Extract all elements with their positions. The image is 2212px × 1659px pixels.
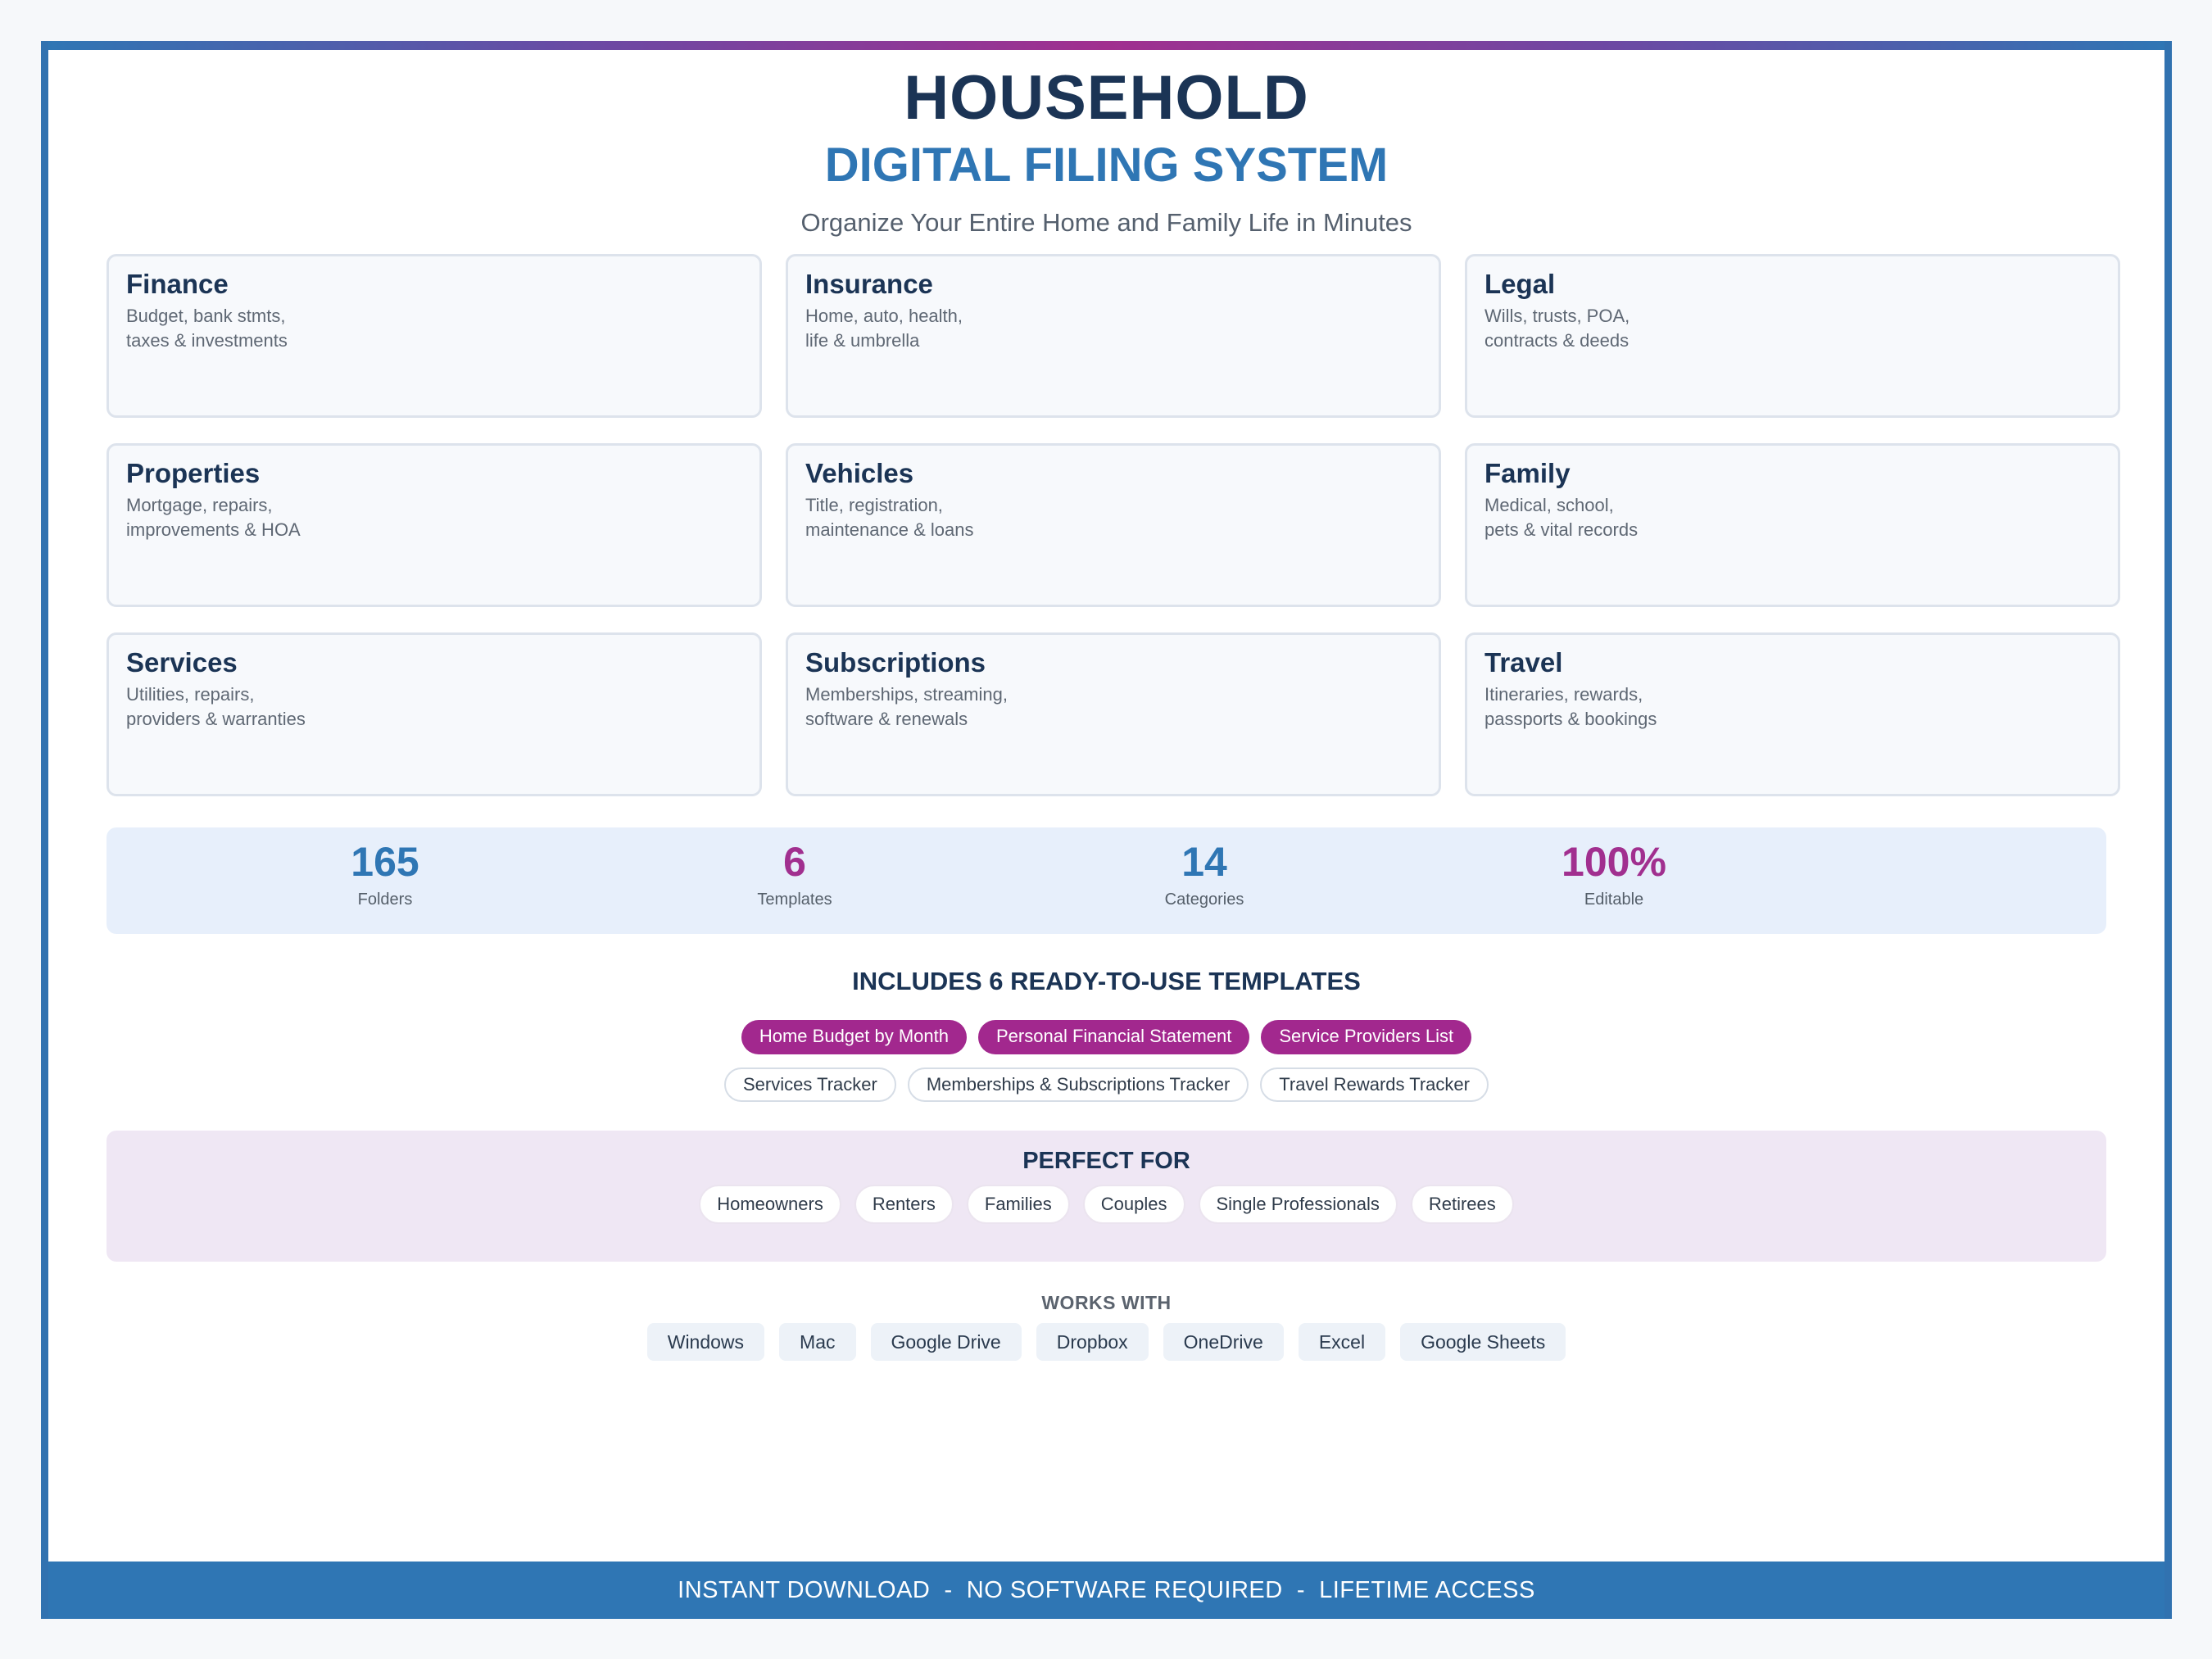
stat-value: 14 <box>1181 839 1227 885</box>
stat-editable: 100% Editable <box>1491 837 1737 911</box>
audience-pill: Renters <box>854 1185 954 1224</box>
audience-row: Homeowners Renters Families Couples Sing… <box>107 1185 2106 1224</box>
perfect-for-heading: PERFECT FOR <box>1022 1148 1190 1174</box>
stat-folders: 165 Folders <box>262 837 508 911</box>
template-pill: Service Providers List <box>1261 1020 1472 1054</box>
audience-pill: Single Professionals <box>1198 1185 1398 1224</box>
works-with-heading: WORKS WITH <box>1041 1292 1172 1313</box>
footer-banner: INSTANT DOWNLOAD - NO SOFTWARE REQUIRED … <box>48 1562 2164 1619</box>
platform-pill: Excel <box>1298 1323 1386 1361</box>
platform-pill: Mac <box>779 1323 856 1361</box>
stat-categories: 14 Categories <box>1081 837 1327 911</box>
category-description: Utilities, repairs, providers & warranti… <box>126 684 306 729</box>
category-description: Wills, trusts, POA, contracts & deeds <box>1484 306 1630 351</box>
template-pill: Memberships & Subscriptions Tracker <box>907 1067 1249 1102</box>
category-name: Insurance <box>805 269 933 299</box>
platform-pill: OneDrive <box>1163 1323 1284 1361</box>
category-name: Vehicles <box>805 458 914 488</box>
category-description: Itineraries, rewards, passports & bookin… <box>1484 684 1657 729</box>
category-card-finance: Finance Budget, bank stmts, taxes & inve… <box>107 254 762 418</box>
category-description: Budget, bank stmts, taxes & investments <box>126 306 288 351</box>
category-name: Properties <box>126 458 261 488</box>
template-pill: Personal Financial Statement <box>978 1020 1250 1054</box>
stat-label: Folders <box>357 891 413 909</box>
platform-pill: Google Sheets <box>1400 1323 1566 1361</box>
stat-value: 165 <box>351 839 419 885</box>
stat-templates: 6 Templates <box>672 837 918 911</box>
stats-bar: 165 Folders 6 Templates 14 Categories 10… <box>107 827 2106 934</box>
stat-value: 6 <box>783 839 806 885</box>
tagline: Organize Your Entire Home and Family Lif… <box>800 208 1412 237</box>
category-card-insurance: Insurance Home, auto, health, life & umb… <box>786 254 1441 418</box>
template-pill: Travel Rewards Tracker <box>1260 1067 1489 1102</box>
category-description: Home, auto, health, life & umbrella <box>805 306 963 351</box>
audience-pill: Families <box>966 1185 1070 1224</box>
audience-pill: Couples <box>1082 1185 1185 1224</box>
stat-label: Categories <box>1164 891 1244 909</box>
perfect-for-panel: PERFECT FOR Homeowners Renters Families … <box>107 1131 2106 1262</box>
category-description: Medical, school, pets & vital records <box>1484 495 1639 540</box>
template-pill: Home Budget by Month <box>741 1020 967 1054</box>
stat-value: 100% <box>1562 839 1666 885</box>
category-card-subscriptions: Subscriptions Memberships, streaming, so… <box>786 632 1441 796</box>
audience-pill: Retirees <box>1410 1185 1514 1224</box>
platform-pill: Dropbox <box>1036 1323 1149 1361</box>
highlighted-templates-row: Home Budget by Month Personal Financial … <box>48 1020 2164 1054</box>
category-card-vehicles: Vehicles Title, registration, maintenanc… <box>786 443 1441 607</box>
platform-pill: Google Drive <box>870 1323 1022 1361</box>
platform-pill: Windows <box>646 1323 765 1361</box>
category-description: Title, registration, maintenance & loans <box>805 495 974 540</box>
category-name: Finance <box>126 269 229 299</box>
category-description: Mortgage, repairs, improvements & HOA <box>126 495 301 540</box>
stat-label: Editable <box>1584 891 1644 909</box>
category-name: Services <box>126 647 238 678</box>
page-title: HOUSEHOLD <box>904 63 1309 133</box>
audience-pill: Homeowners <box>699 1185 841 1224</box>
category-card-family: Family Medical, school, pets & vital rec… <box>1465 443 2120 607</box>
category-name: Legal <box>1484 269 1556 299</box>
stat-label: Templates <box>757 891 832 909</box>
category-grid: Finance Budget, bank stmts, taxes & inve… <box>107 254 2120 796</box>
footer-text: INSTANT DOWNLOAD - NO SOFTWARE REQUIRED … <box>678 1576 1535 1603</box>
platform-row: Windows Mac Google Drive Dropbox OneDriv… <box>48 1323 2164 1361</box>
gradient-top-border <box>48 41 2164 50</box>
category-name: Travel <box>1484 647 1563 678</box>
category-card-travel: Travel Itineraries, rewards, passports &… <box>1465 632 2120 796</box>
category-card-services: Services Utilities, repairs, providers &… <box>107 632 762 796</box>
header: HOUSEHOLD DIGITAL FILING SYSTEM Organize… <box>48 57 2164 239</box>
template-pill: Services Tracker <box>724 1067 896 1102</box>
category-card-properties: Properties Mortgage, repairs, improvemen… <box>107 443 762 607</box>
category-card-legal: Legal Wills, trusts, POA, contracts & de… <box>1465 254 2120 418</box>
category-name: Family <box>1484 458 1571 488</box>
category-description: Memberships, streaming, software & renew… <box>805 684 1008 729</box>
product-frame: HOUSEHOLD DIGITAL FILING SYSTEM Organize… <box>41 41 2172 1619</box>
page-subtitle: DIGITAL FILING SYSTEM <box>824 138 1389 192</box>
other-templates-row: Services Tracker Memberships & Subscript… <box>48 1067 2164 1102</box>
category-name: Subscriptions <box>805 647 986 678</box>
templates-heading: INCLUDES 6 READY-TO-USE TEMPLATES <box>852 967 1361 995</box>
